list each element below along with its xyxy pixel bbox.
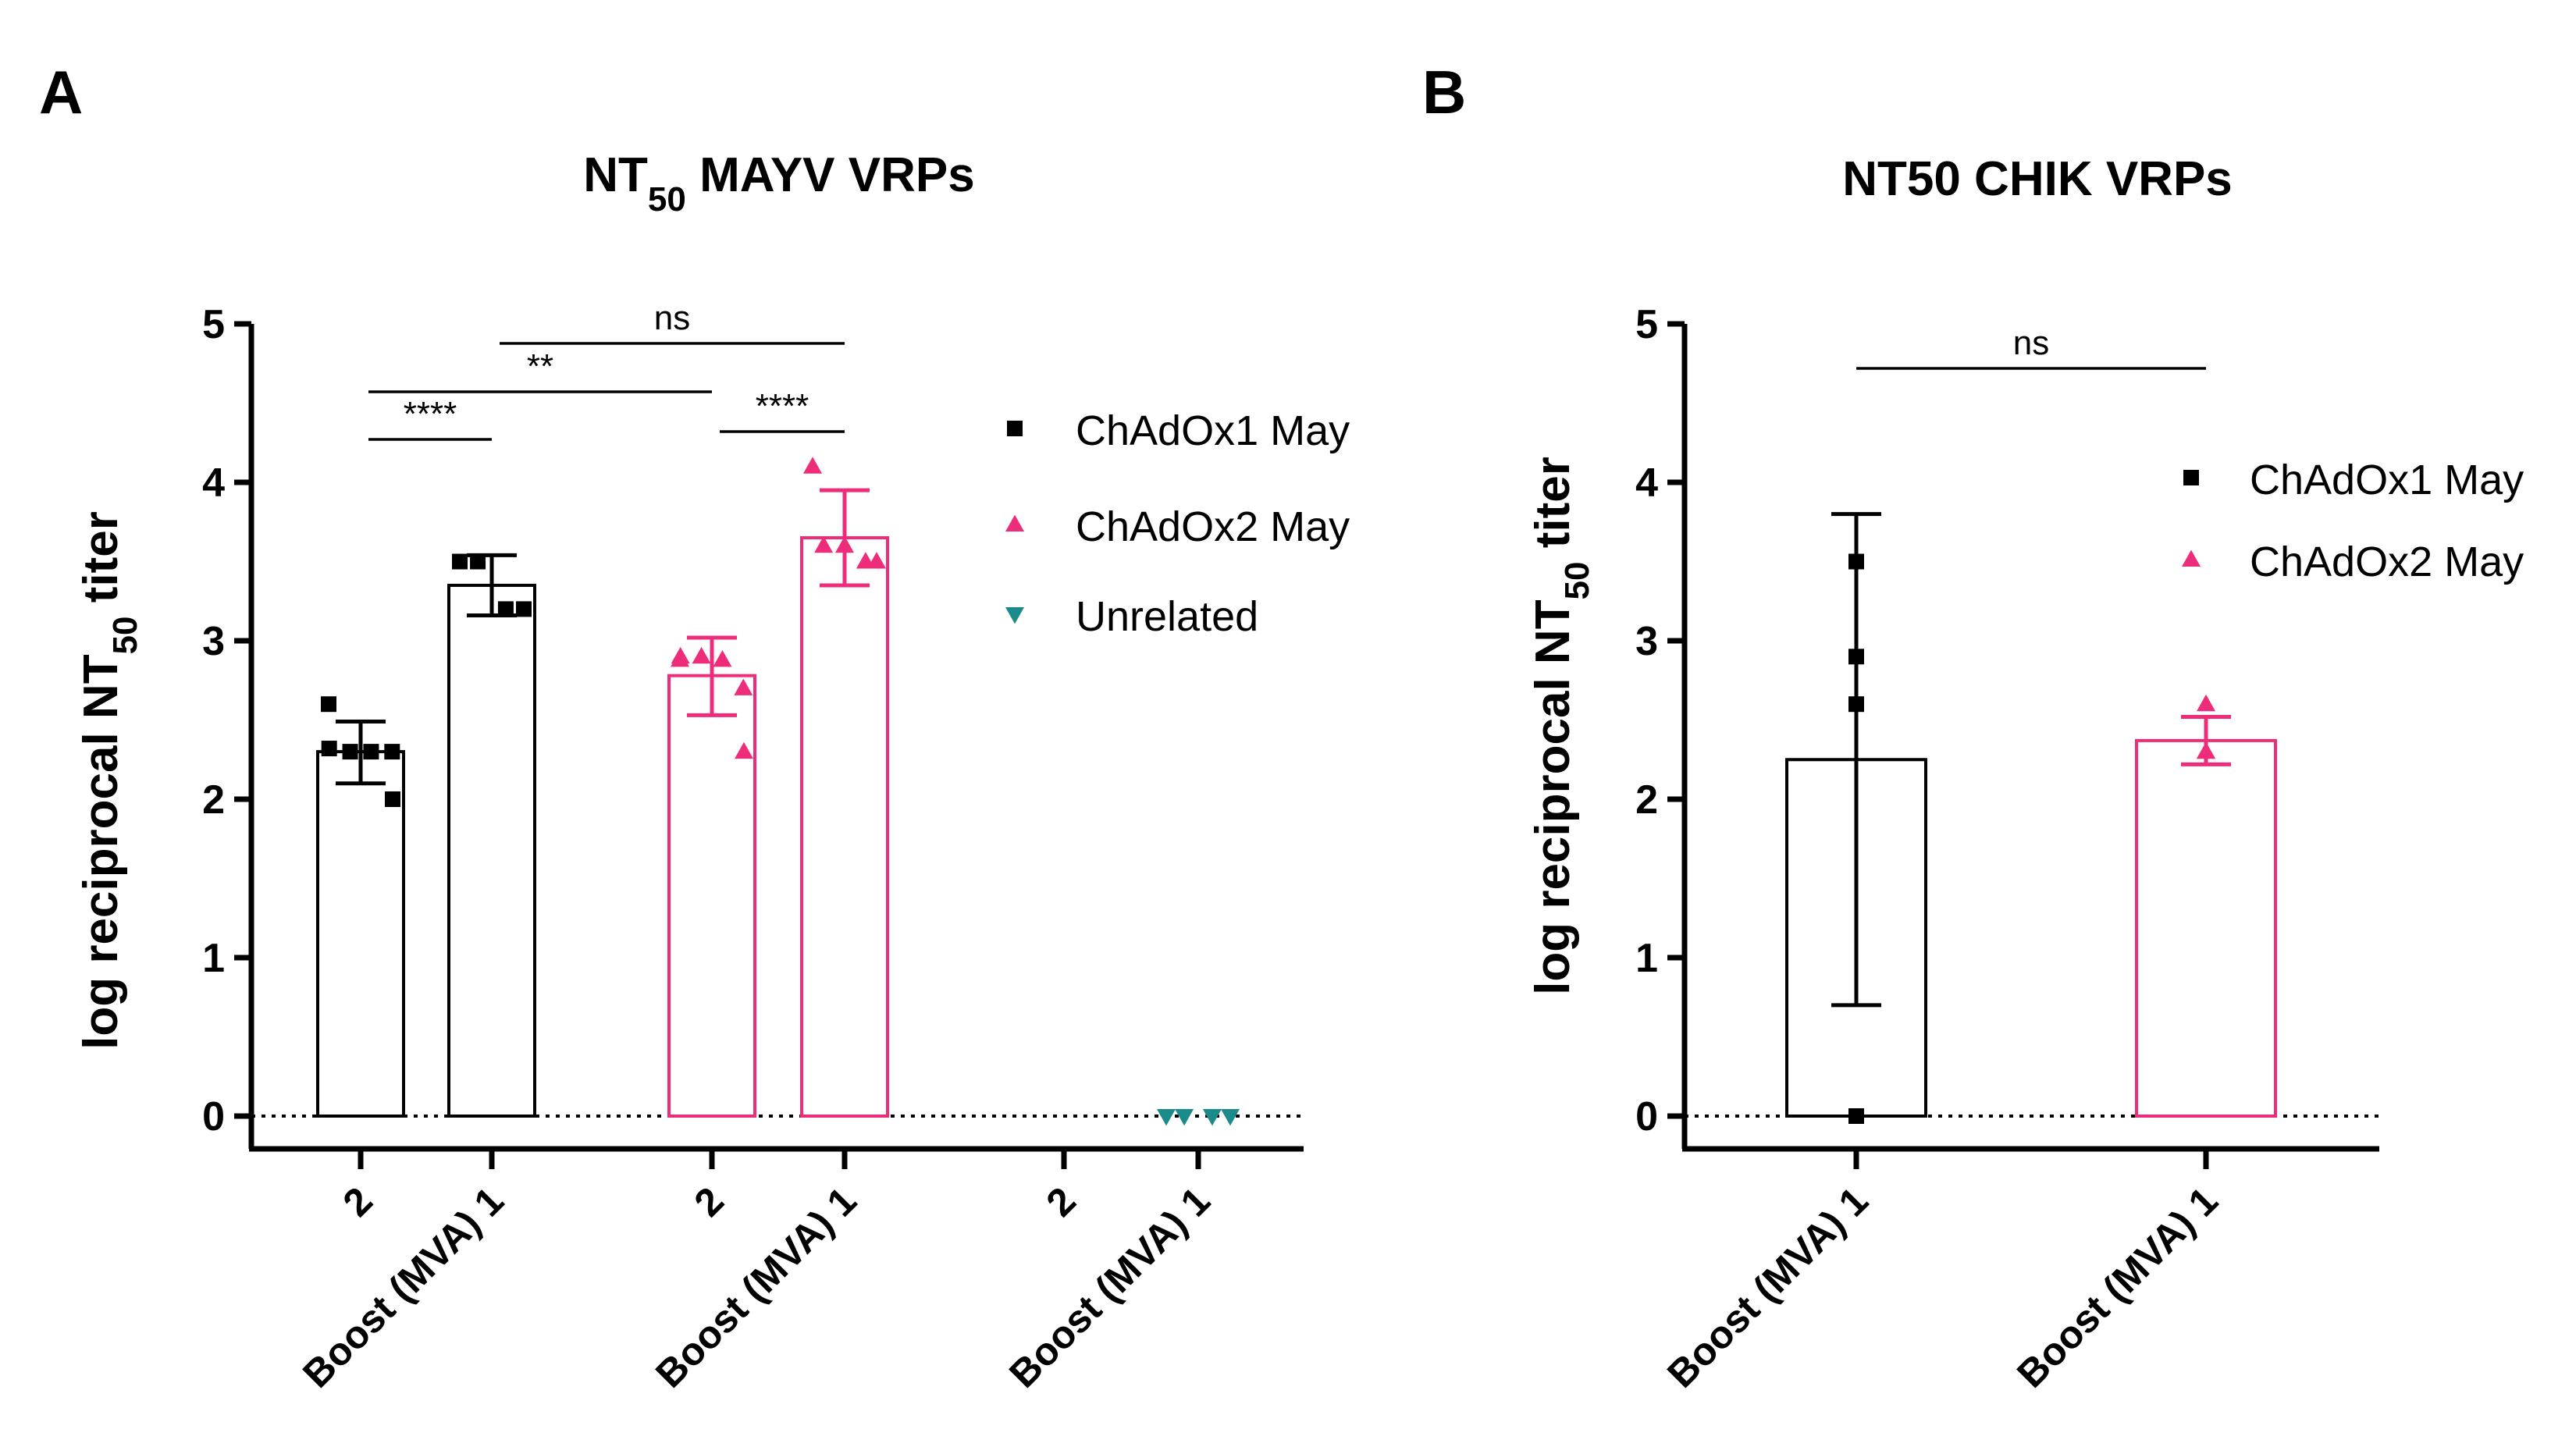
y-tick-label: 3 [1635, 619, 1658, 664]
significance-label: ** [527, 347, 553, 386]
panel-letter-b: B [1422, 58, 1466, 126]
legend-label: ChAdOx1 May [1076, 407, 1350, 454]
panel-b-y-axis-label: log reciprocal NT50 titer [1526, 457, 1596, 995]
data-point [734, 678, 753, 695]
y-tick-label: 4 [1635, 460, 1658, 506]
data-point [867, 552, 886, 569]
panel-a: A NT50 MAYV VRPs log reciprocal NT50 tit… [39, 58, 1350, 1396]
y-tick-label: 4 [202, 460, 225, 506]
legend-label: ChAdOx1 May [2250, 457, 2524, 503]
bar [2135, 738, 2277, 1118]
data-point [1157, 1109, 1176, 1126]
legend-marker [1007, 421, 1023, 436]
y-tick-label: 5 [1635, 302, 1658, 347]
data-point [2197, 694, 2215, 712]
x-tick-label: Boost (MVA) 1 [1659, 1179, 1877, 1396]
bar [800, 536, 889, 1118]
significance-label: **** [756, 387, 809, 425]
data-point [814, 535, 834, 553]
panel-b: B NT50 CHIK VRPs log reciprocal NT50 tit… [1422, 58, 2524, 1396]
data-point [1848, 1108, 1864, 1124]
legend-label: ChAdOx2 May [2250, 539, 2524, 585]
x-tick-label: Boost (MVA) 1 [647, 1179, 865, 1396]
legend-label: ChAdOx2 May [1076, 503, 1350, 550]
significance-label: ns [2013, 324, 2049, 362]
panel-a-legend: ChAdOx1 May ChAdOx2 May Unrelated [1005, 407, 1350, 640]
data-point [692, 646, 711, 664]
panel-a-y-axis-label: log reciprocal NT50 titer [74, 511, 144, 1050]
y-tick-label: 5 [202, 302, 225, 347]
data-point [1848, 553, 1864, 570]
y-tick-label: 0 [202, 1094, 225, 1139]
data-point [497, 601, 514, 617]
data-point [1221, 1109, 1240, 1126]
data-point [1202, 1109, 1222, 1126]
y-tick-label: 1 [1635, 936, 1658, 981]
y-tick-label: 3 [202, 619, 225, 664]
data-point [452, 553, 468, 570]
data-point [384, 744, 400, 760]
data-point [516, 601, 532, 617]
data-point [321, 741, 337, 757]
significance-label: ns [654, 299, 690, 337]
legend-marker [2182, 549, 2201, 567]
bar [667, 674, 756, 1118]
legend-marker [2183, 470, 2199, 485]
x-tick-label: 2 [1038, 1179, 1084, 1225]
data-point [2197, 741, 2215, 759]
x-tick-label: Boost (MVA) 1 [1001, 1179, 1219, 1396]
data-point [1848, 649, 1864, 665]
panel-b-legend: ChAdOx1 May ChAdOx2 May [2182, 457, 2524, 585]
data-point [363, 744, 379, 760]
legend-label: Unrelated [1076, 593, 1258, 640]
data-point [671, 646, 690, 664]
data-point [803, 457, 822, 474]
panel-b-title: NT50 CHIK VRPs [1842, 152, 2233, 206]
x-tick-label: Boost (MVA) 1 [294, 1179, 512, 1396]
data-point [735, 741, 753, 759]
bar [447, 583, 536, 1118]
data-point [835, 535, 854, 553]
data-point [713, 649, 732, 667]
y-tick-label: 2 [202, 777, 225, 823]
y-tick-label: 1 [202, 936, 225, 981]
significance-label: **** [404, 395, 457, 433]
data-point [1848, 696, 1864, 713]
data-point [342, 744, 358, 760]
panel-a-title: NT50 MAYV VRPs [583, 148, 974, 219]
data-point [1175, 1109, 1194, 1126]
data-point [385, 791, 400, 807]
x-tick-label: Boost (MVA) 1 [2008, 1179, 2226, 1396]
panel-letter-a: A [39, 58, 83, 126]
legend-marker [1005, 514, 1024, 532]
data-point [470, 553, 486, 570]
y-tick-label: 2 [1635, 777, 1658, 823]
data-point [321, 696, 336, 713]
legend-marker [1005, 607, 1024, 624]
x-tick-label: 2 [686, 1179, 732, 1225]
x-tick-label: 2 [335, 1179, 381, 1225]
y-tick-label: 0 [1635, 1094, 1658, 1139]
